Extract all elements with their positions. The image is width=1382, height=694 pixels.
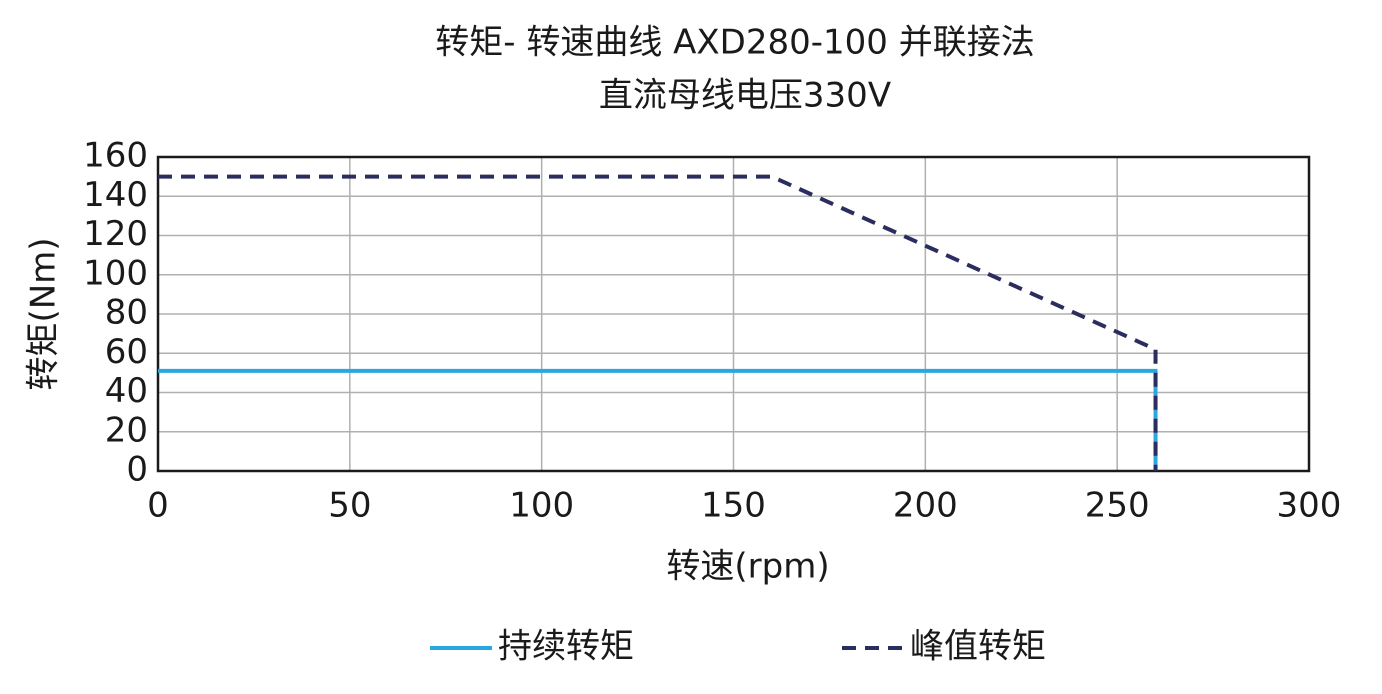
x-tick-label: 150 — [701, 486, 766, 526]
x-tick-label: 100 — [509, 486, 574, 526]
series-line — [158, 174, 1158, 471]
x-tick-label: 250 — [1085, 486, 1150, 526]
legend-label: 峰值转矩 — [910, 627, 1046, 667]
x-tick-label: 300 — [1277, 486, 1342, 526]
x-tick-label: 50 — [328, 486, 371, 526]
series-line — [158, 368, 1158, 471]
x-axis-label: 转速(rpm) — [666, 547, 829, 587]
y-tick-label: 20 — [105, 410, 148, 450]
y-tick-label: 140 — [83, 175, 148, 215]
y-tick-label: 160 — [83, 136, 148, 176]
y-tick-label: 80 — [105, 293, 148, 333]
y-tick-label: 40 — [105, 371, 148, 411]
legend-label: 持续转矩 — [498, 627, 634, 667]
x-tick-label: 200 — [893, 486, 958, 526]
x-tick-label: 0 — [147, 486, 169, 526]
chart-subtitle: 直流母线电压330V — [599, 76, 891, 116]
y-tick-label: 0 — [126, 450, 148, 490]
y-tick-label: 120 — [83, 214, 148, 254]
plot-frame — [156, 155, 1311, 473]
y-tick-label: 60 — [105, 332, 148, 372]
chart-title: 转矩- 转速曲线 AXD280-100 并联接法 — [435, 23, 1034, 63]
y-tick-label: 100 — [83, 253, 148, 293]
y-axis-label: 转矩(Nm) — [24, 237, 64, 390]
